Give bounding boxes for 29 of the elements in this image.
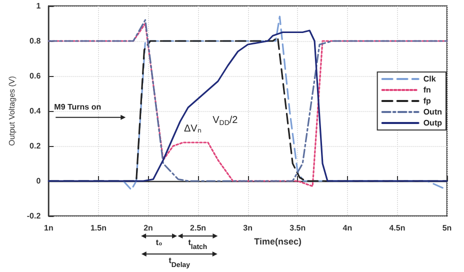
y-tick-label: 0 (36, 176, 42, 186)
y-tick-label: 0.2 (30, 142, 42, 150)
x-tick-label: 3.5n (290, 224, 306, 232)
legend-label: Clk (423, 74, 436, 84)
x-tick-label: 1n (44, 224, 54, 232)
legend-label: fp (423, 96, 432, 106)
y-axis-title: Output Voltages (V) (8, 76, 16, 146)
legend-label: fn (423, 86, 432, 94)
y-tick-label: -0.2 (26, 212, 42, 220)
x-tick-label: 2.5n (190, 224, 206, 232)
legend-label: Outn (423, 108, 442, 116)
annotation: V$_{DD}$/2 (212, 114, 238, 128)
y-tick-label: 0.4 (30, 106, 42, 116)
legend-label: Outp (423, 118, 442, 128)
text: t$_{Delay}$ (168, 256, 190, 268)
y-tick-label: 0.8 (30, 36, 42, 46)
text: t₀ (156, 238, 163, 247)
x-tick-label: 5n (442, 224, 452, 232)
text: t$_{latch}$ (188, 238, 208, 250)
x-tick-label: 2n (144, 224, 154, 232)
x-axis-title: Time(nsec) (254, 236, 302, 246)
y-tick-label: 1 (36, 2, 42, 10)
x-tick-label: 4.5n (389, 224, 406, 232)
x-tick-label: 1.5n (90, 224, 107, 232)
annotation: M9 Turns on (54, 102, 102, 112)
annotation: ΔVₙ (184, 123, 202, 134)
x-tick-label: 3n (243, 224, 253, 232)
x-tick-label: 4n (342, 224, 352, 232)
y-tick-label: 0.6 (30, 72, 42, 80)
